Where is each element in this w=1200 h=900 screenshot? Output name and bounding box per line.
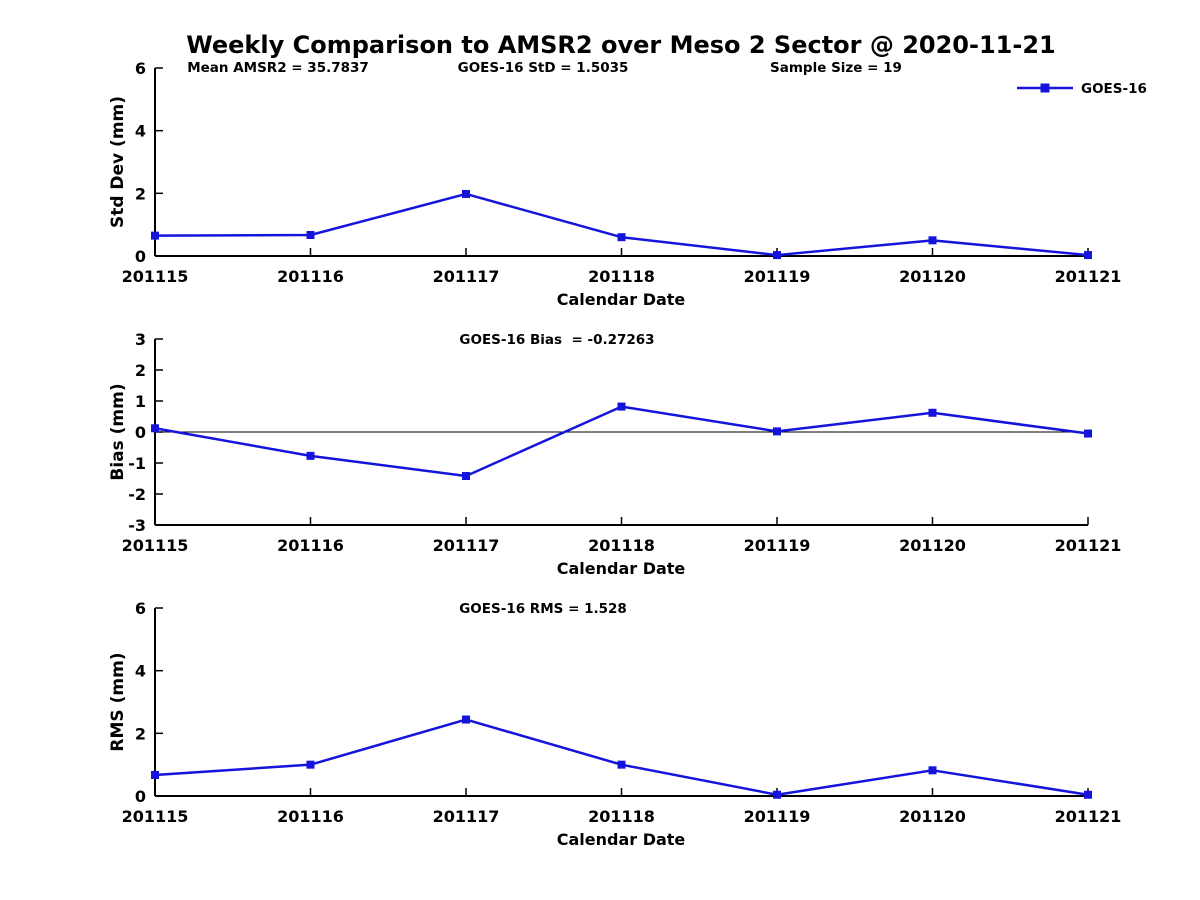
y-tick-label: 4	[135, 662, 146, 681]
panel-bias: -3 -2 -1 0 1 2 3 201115 201116 201117 201118 201119…	[108, 330, 1121, 578]
y-tick-label: 2	[135, 184, 146, 203]
x-tick-label: 201120	[899, 267, 966, 286]
x-tick-label: 201118	[588, 267, 655, 286]
x-axis-label: Calendar Date	[557, 290, 686, 309]
panel-stddev: 0 2 4 6 201115 201116 201117 201118 201119 201120…	[108, 59, 1147, 309]
x-tick-label: 201119	[744, 536, 811, 555]
series-marker	[462, 472, 470, 481]
y-tick-label: 0	[135, 787, 146, 806]
x-tick-label: 201117	[433, 536, 500, 555]
series-marker	[617, 402, 626, 411]
y-tick-label: 0	[135, 423, 146, 442]
series-marker	[928, 408, 937, 417]
series-marker	[773, 251, 781, 260]
panel-rms: 0 2 4 6 201115 201116 201117 201118 201119 201120…	[108, 599, 1121, 849]
y-tick-label: 2	[135, 361, 146, 380]
x-tick-label: 201118	[588, 807, 655, 826]
figure-title: Weekly Comparison to AMSR2 over Meso 2 S…	[186, 31, 1055, 59]
series-marker	[617, 760, 626, 769]
y-axis-label-bias: Bias (mm)	[108, 383, 128, 480]
x-axis-label: Calendar Date	[557, 559, 686, 578]
x-tick-label: 201115	[122, 807, 189, 826]
y-tick-label: 4	[135, 122, 146, 141]
x-tick-label: 201121	[1055, 536, 1122, 555]
y-tick-label: 3	[135, 330, 146, 349]
series-marker	[928, 236, 937, 245]
series-marker	[1084, 251, 1092, 260]
x-tick-label: 201117	[433, 807, 500, 826]
legend-label: GOES-16	[1081, 81, 1147, 97]
x-tick-label: 201116	[277, 536, 344, 555]
y-tick-label: 1	[135, 392, 146, 411]
x-tick-label: 201120	[899, 807, 966, 826]
y-tick-label: 2	[135, 724, 146, 743]
annotation-mean-amsr2: Mean AMSR2 = 35.7837	[187, 60, 369, 76]
x-axis-label: Calendar Date	[557, 830, 686, 849]
series-marker	[773, 790, 781, 799]
series-line	[154, 405, 1089, 478]
y-axis-label-rms: RMS (mm)	[108, 652, 128, 751]
y-tick-label: 6	[135, 59, 146, 78]
series-marker	[462, 189, 470, 198]
legend-marker-icon	[1040, 83, 1050, 93]
y-axis-label-stddev: Std Dev (mm)	[108, 96, 128, 228]
series-line	[154, 192, 1089, 257]
series-marker	[928, 766, 937, 775]
series-marker	[151, 424, 159, 433]
y-tick-label: 0	[135, 247, 146, 266]
x-tick-label: 201116	[277, 807, 344, 826]
x-tick-label: 201119	[744, 807, 811, 826]
series-line	[154, 718, 1089, 796]
series-marker	[151, 231, 159, 240]
legend: GOES-16	[1017, 81, 1147, 97]
annotation-sample-size: Sample Size = 19	[770, 60, 902, 76]
x-tick-label: 201115	[122, 267, 189, 286]
x-tick-label: 201121	[1055, 267, 1122, 286]
x-tick-label: 201117	[433, 267, 500, 286]
x-tick-label: 201120	[899, 536, 966, 555]
x-tick-label: 201116	[277, 267, 344, 286]
annotation-goes16-std: GOES-16 StD = 1.5035	[458, 60, 629, 76]
series-marker	[151, 771, 159, 780]
series-marker	[306, 760, 315, 769]
series-marker	[306, 231, 315, 240]
annotation-goes16-bias: GOES-16 Bias = -0.27263	[459, 332, 654, 348]
y-tick-label: -1	[128, 454, 146, 473]
series-marker	[1084, 429, 1092, 438]
x-tick-label: 201115	[122, 536, 189, 555]
y-tick-label: 6	[135, 599, 146, 618]
series-marker	[306, 451, 315, 460]
series-marker	[773, 427, 781, 436]
x-tick-label: 201121	[1055, 807, 1122, 826]
y-tick-label: -3	[128, 516, 146, 535]
x-tick-label: 201118	[588, 536, 655, 555]
x-tick-label: 201119	[744, 267, 811, 286]
y-tick-label: -2	[128, 485, 146, 504]
series-marker	[462, 715, 470, 724]
series-marker	[617, 233, 626, 242]
annotation-goes16-rms: GOES-16 RMS = 1.528	[459, 601, 627, 617]
series-marker	[1084, 790, 1092, 799]
